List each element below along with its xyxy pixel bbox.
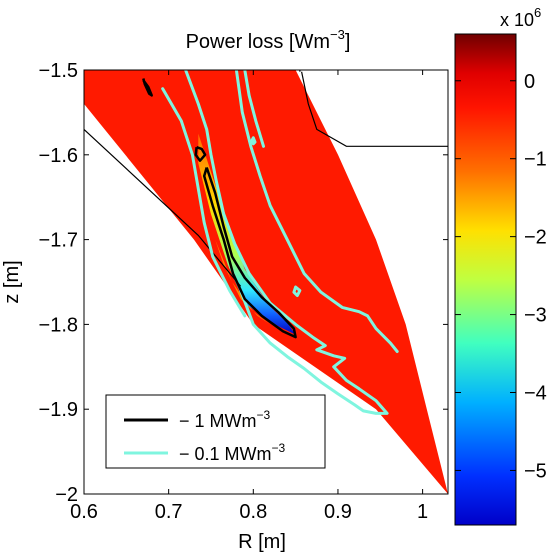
wall-line-0 [84,128,242,287]
y-tick-label: −1.6 [39,145,78,167]
colorbar-gradient [454,33,517,526]
colorbar-tick-label: −2 [524,227,547,249]
legend-box [105,394,326,469]
colorbar-tick-label: −5 [524,460,547,482]
contour-0.1mw-line-0 [184,70,389,415]
contour-0.1mw-line-4 [250,136,257,146]
y-tick-label: −2 [55,484,78,506]
legend: − 1 MWm−3 − 0.1 MWm−3 [105,394,326,469]
wall-line-1 [301,71,448,147]
colorbar-tick-label: −3 [524,305,547,327]
y-tick-label: −1.9 [39,399,78,421]
y-tick-label: −1.8 [39,314,78,336]
plot-frame [83,69,449,495]
contour-0.1mw-line-1 [234,70,399,353]
chart-title: Power loss [Wm−3] [186,27,351,53]
y-axis-ticks: −2 −1.9 −1.8 −1.7 −1.6 −1.5 [39,60,448,506]
contour-0.1mw-line-2 [243,70,265,148]
colorbar-tick-label: −4 [524,383,547,405]
y-axis-label: z [m] [1,260,23,303]
colorbar-tick-label: 0 [524,71,535,93]
peak-power-region [198,133,296,335]
y-tick-label: −1.5 [39,60,78,82]
x-axis-ticks: 0.6 0.7 0.8 0.9 1 [70,70,428,523]
contour-1mw-line-0 [142,78,153,97]
x-tick-label: 0.9 [324,501,352,523]
colorbar: 0 −1 −2 −3 −4 −5 x 106 [454,5,547,526]
plot-area [84,70,448,494]
colorbar-multiplier: x 106 [500,5,541,30]
contour-0.1mw-line-3 [161,87,247,318]
contour-1mw-line-1 [194,146,207,162]
x-tick-label: 0.8 [239,501,267,523]
y-tick-label: −1.7 [39,230,78,252]
x-tick-label: 0.6 [70,501,98,523]
legend-label-1mw: − 1 MWm−3 [179,408,271,431]
colorbar-tick-label: −1 [524,149,547,171]
contour-0.1MW [161,70,399,415]
contour-1mw-line-2 [202,167,297,339]
legend-label-0.1mw: − 0.1 MWm−3 [179,441,286,464]
colorbar-ticks: 0 −1 −2 −3 −4 −5 [455,71,547,482]
x-tick-label: 1 [417,501,428,523]
contour-0.1mw-line-5 [292,285,302,298]
x-tick-label: 0.7 [155,501,183,523]
x-axis-label: R [m] [238,531,286,553]
contour-1MW [142,78,297,339]
